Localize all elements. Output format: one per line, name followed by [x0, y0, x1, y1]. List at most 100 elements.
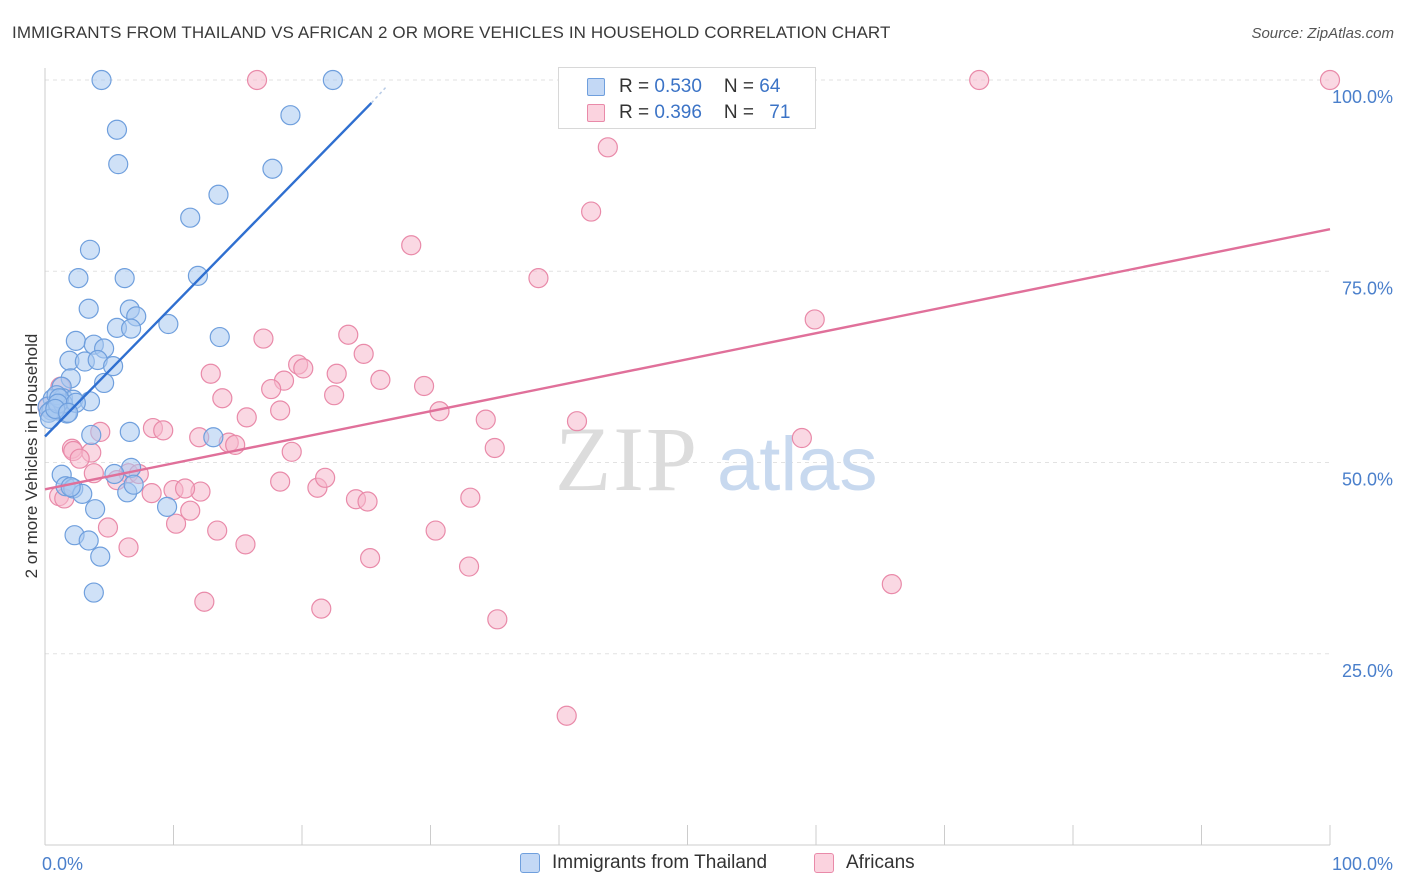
data-point-africans — [460, 487, 481, 508]
data-point-africans — [253, 328, 274, 349]
data-point-africans — [207, 520, 228, 541]
data-point-africans — [315, 467, 336, 488]
data-point-africans — [597, 137, 618, 158]
y-tick-label: 25.0% — [1342, 661, 1393, 681]
data-point-africans — [566, 411, 588, 432]
data-point-africans — [791, 427, 812, 449]
data-point-thailand — [119, 421, 140, 442]
data-point-africans — [487, 609, 508, 630]
x-tick-label: 0.0% — [42, 854, 83, 874]
y-tick-label: 75.0% — [1342, 278, 1393, 298]
data-point-thailand — [156, 496, 178, 517]
data-point-africans — [246, 69, 268, 91]
data-point-thailand — [94, 372, 115, 394]
data-point-africans — [235, 534, 256, 555]
data-point-thailand — [158, 313, 179, 335]
data-point-africans — [69, 448, 90, 469]
data-point-thailand — [209, 326, 230, 348]
data-point-thailand — [208, 184, 229, 205]
data-point-thailand — [79, 239, 101, 260]
data-point-africans — [212, 388, 233, 409]
data-point-africans — [180, 500, 201, 521]
legend-swatch-thailand — [520, 853, 540, 873]
x-tick-label: 100.0% — [1332, 854, 1393, 874]
legend-n-label: N = — [723, 102, 760, 123]
legend-r-value-thailand: 0.530 — [654, 76, 702, 97]
data-point-africans — [236, 407, 257, 428]
legend-n-value-africans: 71 — [769, 102, 791, 123]
y-tick-label: 50.0% — [1342, 470, 1393, 490]
trend-line-thailand — [44, 102, 373, 438]
data-point-thailand — [322, 69, 343, 91]
data-point-africans — [118, 537, 139, 558]
watermark: ZIP atlas — [555, 408, 878, 510]
data-point-africans — [326, 363, 347, 384]
legend-item-thailand: Immigrants from Thailand — [520, 852, 767, 874]
data-point-thailand — [78, 298, 99, 319]
legend-n-label: N = — [723, 76, 760, 97]
chart-title: IMMIGRANTS FROM THAILAND VS AFRICAN 2 OR… — [12, 23, 891, 42]
data-point-thailand — [65, 330, 86, 351]
data-point-africans — [357, 491, 378, 512]
data-point-africans — [401, 235, 422, 256]
data-point-africans — [200, 363, 221, 384]
data-point-thailand — [60, 476, 81, 498]
data-point-africans — [370, 369, 391, 390]
data-point-africans — [581, 201, 602, 222]
data-point-thailand — [91, 69, 112, 91]
data-point-africans — [311, 598, 332, 619]
data-point-africans — [881, 574, 902, 595]
grid-lines — [45, 79, 1330, 655]
series-thailand-points — [37, 69, 343, 603]
data-point-africans — [338, 324, 359, 345]
data-point-africans — [174, 478, 196, 499]
series-africans-points — [37, 69, 1341, 726]
data-point-africans — [194, 591, 215, 612]
trend-line-africans — [44, 227, 1331, 491]
data-point-thailand — [68, 268, 89, 289]
legend-label-africans: Africans — [846, 852, 915, 873]
legend-r-label: R = — [619, 76, 655, 97]
data-point-africans — [353, 343, 374, 364]
data-point-africans — [413, 375, 435, 397]
series-legend: Immigrants from Thailand Africans — [0, 852, 1406, 878]
source-label: Source: ZipAtlas.com — [1251, 25, 1394, 42]
data-point-africans — [324, 385, 345, 406]
data-point-africans — [1319, 69, 1341, 91]
data-point-thailand — [106, 119, 128, 140]
data-point-africans — [458, 556, 480, 577]
data-point-africans — [969, 69, 990, 91]
data-point-africans — [270, 471, 291, 492]
data-point-thailand — [280, 105, 301, 126]
data-point-thailand — [81, 424, 102, 446]
legend-swatch-africans — [587, 104, 605, 122]
data-point-thailand — [78, 530, 99, 551]
data-point-africans — [484, 437, 505, 459]
data-point-africans — [141, 483, 162, 504]
data-point-thailand — [85, 499, 106, 520]
data-point-thailand — [180, 207, 201, 228]
data-point-thailand — [114, 268, 135, 289]
legend-item-africans: Africans — [814, 852, 915, 874]
y-tick-label: 100.0% — [1332, 87, 1393, 107]
legend-r-label: R = — [619, 102, 655, 123]
data-point-africans — [165, 513, 187, 534]
legend-swatch-thailand — [587, 78, 605, 96]
data-point-africans — [97, 517, 119, 538]
data-point-thailand — [108, 154, 129, 175]
legend-n-value-thailand: 64 — [759, 76, 781, 97]
legend-r-value-africans: 0.396 — [654, 102, 702, 123]
correlation-legend: R = 0.530 N = 64 R = 0.396 N = 71 — [558, 67, 816, 129]
data-point-africans — [281, 441, 302, 462]
data-point-africans — [475, 409, 496, 430]
data-point-africans — [528, 268, 549, 289]
data-point-thailand — [90, 546, 111, 567]
trend-lines — [44, 87, 1331, 491]
data-point-africans — [804, 309, 825, 330]
legend-swatch-africans — [814, 853, 834, 873]
tick-labels: 25.0% 50.0% 75.0% 100.0% 0.0% 100.0% — [42, 87, 1393, 874]
data-point-thailand — [123, 474, 144, 495]
data-point-africans — [556, 705, 577, 726]
data-point-thailand — [120, 318, 142, 339]
